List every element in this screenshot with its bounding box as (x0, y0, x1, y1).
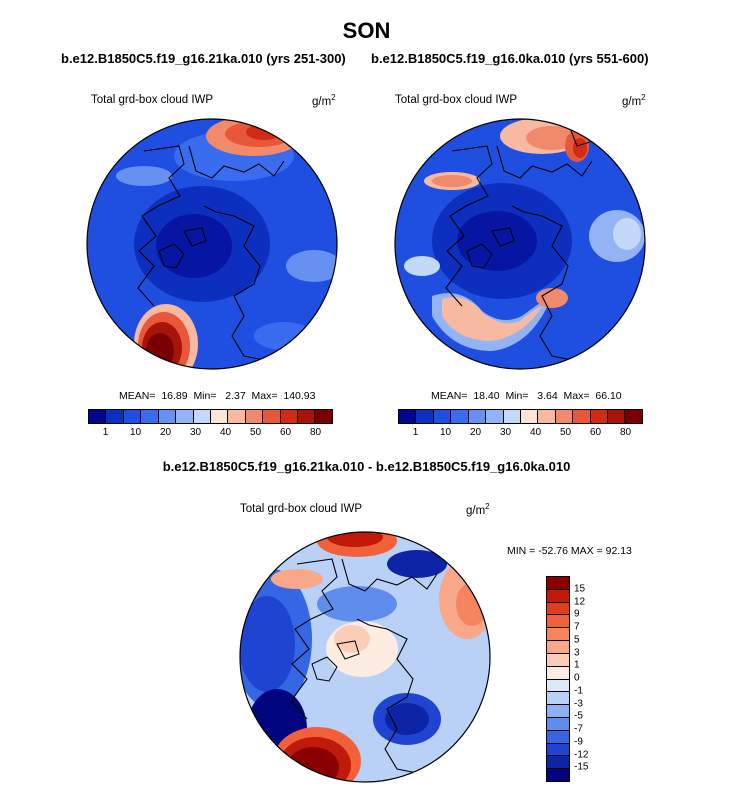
difference-units: g/m2 (466, 502, 490, 517)
colorbar-swatch (141, 410, 159, 423)
colorbar-swatch (416, 410, 434, 423)
colorbar-tick-label: -9 (574, 736, 583, 748)
colorbar-swatch (280, 410, 299, 423)
difference-colorbar (546, 576, 570, 782)
colorbar-swatch (547, 577, 569, 590)
panel-left-map (84, 116, 340, 372)
colorbar-swatch (547, 602, 569, 616)
colorbar-swatch (245, 410, 264, 423)
colorbar-tick-label: 80 (309, 427, 322, 438)
colorbar-swatch (547, 705, 569, 718)
colorbar-tick-label: -3 (574, 698, 583, 709)
colorbar-tick-label: 7 (574, 621, 580, 633)
colorbar-tick-label: 1 (102, 427, 109, 438)
colorbar-swatch (573, 410, 591, 423)
colorbar-swatch (547, 653, 569, 667)
colorbar-swatch (538, 410, 556, 423)
colorbar-swatch (193, 410, 211, 423)
colorbar-swatch (547, 679, 569, 693)
panel-left-units: g/m2 (312, 93, 336, 108)
colorbar-swatch (433, 410, 452, 423)
colorbar-swatch (520, 410, 539, 423)
colorbar-swatch (158, 410, 177, 423)
panel-right-colorbar: 1 10 20 30 40 50 60 80 (398, 409, 643, 440)
colorbar-swatch (123, 410, 142, 423)
colorbar-tick-label: 1 (574, 659, 580, 671)
colorbar-swatch (503, 410, 521, 423)
colorbar-swatch (547, 692, 569, 706)
difference-variable-label: Total grd-box cloud IWP (240, 503, 363, 515)
colorbar-tick-label: 20 (469, 427, 482, 438)
colorbar-swatch (399, 410, 417, 423)
colorbar-tick-label: 30 (499, 427, 512, 438)
colorbar-swatch (298, 410, 316, 423)
colorbar-tick-label: 9 (574, 608, 580, 620)
panel-left-title: b.e12.B1850C5.f19_g16.21ka.010 (yrs 251-… (61, 51, 346, 66)
colorbar-tick-label: -12 (574, 749, 589, 760)
colorbar-swatch (228, 410, 246, 423)
colorbar-tick-label: -7 (574, 723, 583, 735)
colorbar-swatch (555, 410, 574, 423)
colorbar-swatch (315, 410, 332, 423)
colorbar-tick-label: 3 (574, 647, 580, 658)
colorbar-swatch (590, 410, 609, 423)
colorbar-swatch (547, 756, 569, 770)
colorbar-swatch (547, 730, 569, 744)
difference-title: b.e12.B1850C5.f19_g16.21ka.010 - b.e12.B… (162, 459, 571, 474)
colorbar-swatch (547, 589, 569, 603)
colorbar-tick-label: 80 (619, 427, 632, 438)
colorbar-swatch (547, 628, 569, 642)
colorbar-swatch (547, 717, 569, 731)
colorbar-swatch (547, 615, 569, 629)
colorbar-swatch (547, 641, 569, 654)
colorbar-tick-label: 60 (279, 427, 292, 438)
colorbar-swatch (263, 410, 281, 423)
colorbar-swatch (210, 410, 229, 423)
panel-left-stats: MEAN= 16.89 Min= 2.37 Max= 140.93 (119, 390, 316, 402)
panel-right-title: b.e12.B1850C5.f19_g16.0ka.010 (yrs 551-6… (371, 51, 649, 66)
panel-left-colorbar: 1 10 20 30 40 50 60 80 (88, 409, 333, 440)
colorbar-tick-label: 60 (589, 427, 602, 438)
colorbar-tick-label: 1 (412, 427, 419, 438)
colorbar-tick-label: 40 (219, 427, 232, 438)
colorbar-swatch (89, 410, 107, 423)
panel-right-variable-label: Total grd-box cloud IWP (395, 94, 518, 106)
colorbar-swatch (176, 410, 194, 423)
colorbar-tick-label: 20 (159, 427, 172, 438)
colorbar-tick-label: 30 (189, 427, 202, 438)
colorbar-tick-label: -1 (574, 685, 583, 697)
panel-right-stats: MEAN= 18.40 Min= 3.64 Max= 66.10 (431, 390, 622, 402)
colorbar-tick-label: 50 (249, 427, 262, 438)
colorbar-swatch (106, 410, 124, 423)
difference-minmax: MIN = -52.76 MAX = 92.13 (507, 545, 632, 557)
colorbar-swatch (547, 743, 569, 757)
colorbar-swatch (468, 410, 487, 423)
colorbar-swatch (547, 769, 569, 781)
colorbar-tick-label: 12 (574, 596, 586, 607)
panel-right-units: g/m2 (622, 93, 646, 108)
figure-title: SON (342, 18, 391, 43)
difference-map (237, 529, 493, 785)
colorbar-tick-label: 15 (574, 583, 586, 595)
panel-right-map (392, 116, 648, 372)
colorbar-tick-label: 40 (529, 427, 542, 438)
colorbar-tick-label: -5 (574, 710, 583, 722)
colorbar-tick-label: 0 (574, 672, 580, 684)
colorbar-swatch (608, 410, 626, 423)
colorbar-tick-label: 10 (439, 427, 452, 438)
colorbar-swatch (451, 410, 469, 423)
colorbar-tick-label: 50 (559, 427, 572, 438)
colorbar-swatch (625, 410, 642, 423)
colorbar-swatch (547, 666, 569, 680)
panel-left-variable-label: Total grd-box cloud IWP (91, 94, 214, 106)
difference-colorbar-labels: 15 12 9 7 5 3 1 0 -1 -3 -5 -7 -9 -12 -15 (574, 576, 604, 780)
colorbar-tick-label: -15 (574, 761, 589, 773)
colorbar-tick-label: 5 (574, 634, 580, 646)
colorbar-tick-label: 10 (129, 427, 142, 438)
colorbar-swatch (486, 410, 504, 423)
